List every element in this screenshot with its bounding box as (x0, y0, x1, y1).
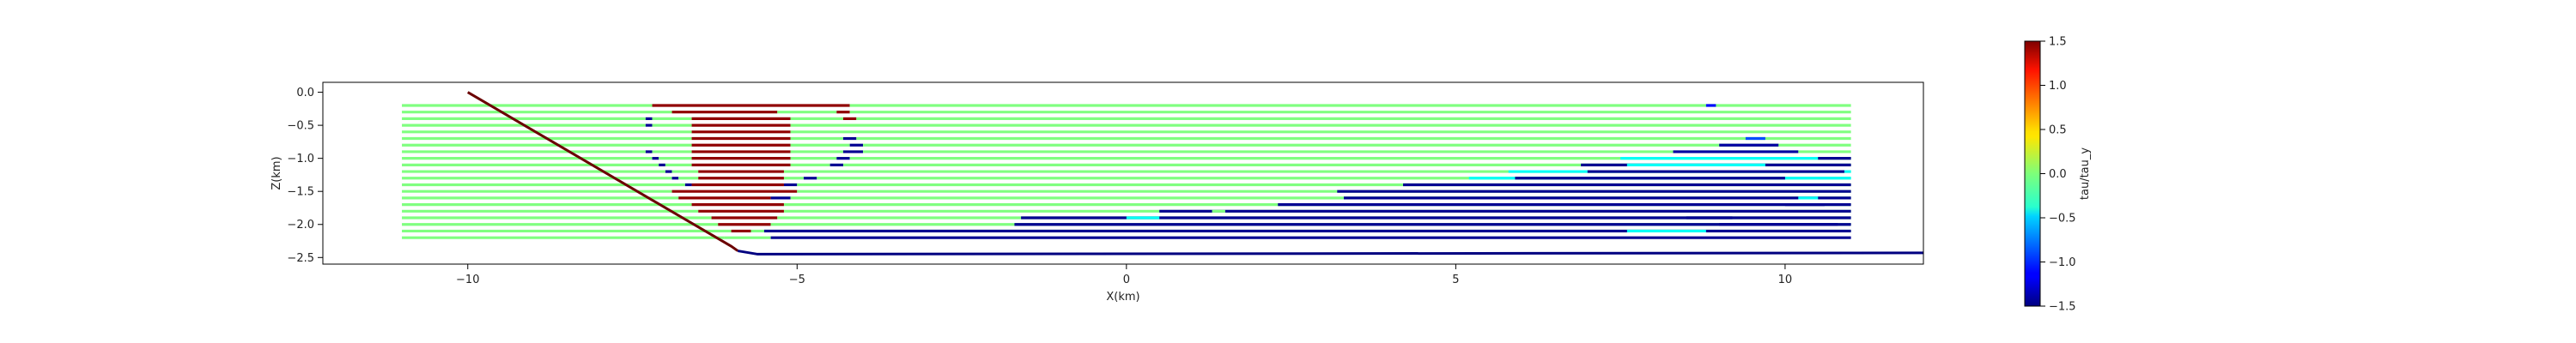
y-tick-label: −1.5 (287, 186, 314, 199)
fault-dip-segment (466, 91, 739, 252)
data-layer (402, 91, 1923, 256)
y-tick-label: 0.0 (296, 87, 314, 99)
colorbar-tick-label: 0.0 (2049, 168, 2067, 181)
y-tick-label: −1.0 (287, 153, 314, 165)
colorbar-tick-label: 1.0 (2049, 80, 2067, 93)
colorbar-tick-label: −1.0 (2049, 256, 2076, 269)
x-tick-label: 10 (1778, 274, 1793, 286)
colorbar-tick-label: −0.5 (2049, 213, 2076, 226)
x-axis-label: X(km) (1106, 291, 1139, 304)
colorbar-tick-label: 1.5 (2049, 36, 2067, 49)
x-tick-label: −5 (789, 274, 805, 286)
y-tick-label: −0.5 (287, 120, 314, 133)
fault-flat-segment (738, 250, 1923, 256)
colorbar-label: tau/tau_y (2079, 147, 2092, 200)
colorbar-gradient (2024, 40, 2041, 307)
x-tick-label: 0 (1123, 274, 1130, 286)
main-chart: −10 −5 0 5 10 0.0−0.5−1.0−1.5−2.0−2.5 X(km) … (270, 81, 1924, 304)
x-tick-label: 5 (1452, 274, 1459, 286)
x-tick-label: −10 (456, 274, 479, 286)
x-axis: −10 −5 0 5 10 (456, 264, 1792, 286)
y-axis-label: Z(km) (270, 156, 283, 190)
colorbar-ticks: 1.5 1.0 0.5 0.0 −0.5 −1.0 −1.5 (2040, 36, 2076, 314)
y-tick-label: −2.0 (287, 219, 314, 232)
colorbar-tick-label: −1.5 (2049, 301, 2076, 314)
colorbar: 1.5 1.0 0.5 0.0 −0.5 −1.0 −1.5 tau/tau_y (2024, 36, 2092, 314)
plot-frame (322, 81, 1924, 265)
y-tick-label: −2.5 (287, 252, 314, 265)
colorbar-tick-label: 0.5 (2049, 124, 2067, 137)
y-axis: 0.0 −0.5 −1.0 −1.5 −2.0 −2.5 (287, 87, 323, 265)
